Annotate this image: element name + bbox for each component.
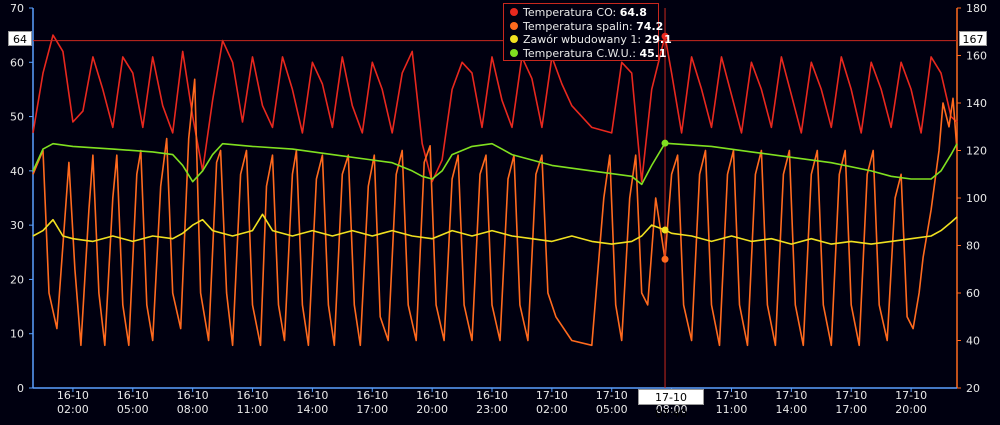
x-tick-label-time: 20:00 — [416, 403, 448, 416]
x-tick-label-date: 16-10 — [237, 389, 269, 402]
tooltip-row-temperatura-spalin: Temperatura spalin: 74.2 — [510, 19, 663, 34]
tooltip: Temperatura CO: 64.8 Temperatura spalin:… — [503, 3, 672, 61]
x-tick-label-time: 17:00 — [356, 403, 388, 416]
left-tick-label: 40 — [10, 165, 24, 178]
left-tick-label: 60 — [10, 56, 24, 69]
x-tick-label-time: 02:00 — [57, 403, 89, 416]
x-tick-label-date: 17-10 — [596, 389, 628, 402]
tooltip-row-temperatura-co: Temperatura CO: 64.8 — [510, 6, 652, 20]
x-tick-label-time: 02:00 — [536, 403, 568, 416]
tooltip-series-name: Temperatura C.W.U.: — [523, 46, 636, 60]
x-tick-label-date: 16-10 — [476, 389, 508, 402]
x-tick-label-time: 14:00 — [776, 403, 808, 416]
x-tick-label-date: 16-10 — [356, 389, 388, 402]
tooltip-value: 29.1 — [644, 33, 672, 46]
x-tick-label-date: 16-10 — [416, 389, 448, 402]
tooltip-series-name: Temperatura CO — [523, 6, 613, 19]
x-tick-label-time: 20:00 — [895, 403, 927, 416]
series-dot-icon — [510, 21, 518, 30]
tooltip-value: 45.1 — [639, 46, 667, 60]
series-dot-icon — [510, 35, 518, 43]
x-tick-label-date: 17-10 — [716, 389, 748, 402]
x-tick-label-date: 17-10 — [835, 389, 867, 402]
x-tick-label-date: 16-10 — [117, 389, 149, 402]
tooltip-series-name: Temperatura spalin — [523, 19, 629, 33]
cursor-left-value-label: 64 — [8, 31, 32, 46]
series-line-2 — [32, 213, 958, 245]
cursor-time-label: 17-10 07:40 — [638, 389, 704, 420]
right-tick-label: 80 — [966, 240, 980, 253]
x-tick-label-date: 16-10 — [296, 389, 328, 402]
x-tick-label-date: 16-10 — [57, 389, 89, 402]
right-tick-label: 180 — [966, 2, 987, 15]
left-tick-label: 0 — [17, 382, 24, 395]
cursor-point-0 — [661, 32, 669, 40]
cursor-point-2 — [661, 226, 669, 234]
series-line-0 — [32, 34, 958, 183]
x-tick-label-time: 23:00 — [476, 403, 508, 416]
x-tick-label-time: 14:00 — [297, 403, 329, 416]
cursor-point-1 — [661, 255, 669, 263]
tooltip-series-name: Zawór wbudowany 1: — [523, 33, 642, 46]
left-tick-label: 70 — [10, 2, 24, 15]
left-tick-label: 20 — [10, 273, 24, 286]
tooltip-row-zawor-wbudowany: Zawór wbudowany 1: 29.1 — [510, 33, 672, 47]
right-tick-label: 60 — [966, 287, 980, 300]
tooltip-row-temperatura-cwu: Temperatura C.W.U.: 45.1 — [510, 46, 667, 61]
x-tick-label-time: 11:00 — [237, 403, 269, 416]
right-tick-label: 120 — [966, 145, 987, 158]
x-tick-label-time: 05:00 — [117, 403, 149, 416]
x-tick-label-time: 08:00 — [656, 403, 688, 416]
x-tick-label-time: 05:00 — [596, 403, 628, 416]
cursor-point-3 — [661, 139, 669, 147]
x-tick-label-date: 17-10 — [895, 389, 927, 402]
left-tick-label: 50 — [10, 111, 24, 124]
tooltip-value: 74.2 — [636, 19, 664, 33]
tooltip-value: 64.8 — [619, 6, 647, 19]
right-tick-label: 40 — [966, 335, 980, 348]
series-line-1 — [32, 78, 958, 347]
right-tick-label: 140 — [966, 97, 987, 110]
cursor-right-value-label: 167 — [959, 31, 987, 46]
x-tick-label-time: 08:00 — [177, 403, 209, 416]
series-line-3 — [32, 142, 958, 186]
x-tick-label-date: 17-10 — [536, 389, 568, 402]
x-tick-label-time: 11:00 — [716, 403, 748, 416]
series-dot-icon — [510, 48, 518, 57]
x-tick-label-time: 17:00 — [835, 403, 867, 416]
x-tick-label-date: 16-10 — [177, 389, 209, 402]
right-tick-label: 20 — [966, 382, 980, 395]
left-tick-label: 30 — [10, 219, 24, 232]
left-tick-label: 10 — [10, 328, 24, 341]
right-tick-label: 100 — [966, 192, 987, 205]
x-tick-label-date: 17-10 — [775, 389, 807, 402]
right-tick-label: 160 — [966, 50, 987, 63]
series-dot-icon — [510, 8, 518, 16]
